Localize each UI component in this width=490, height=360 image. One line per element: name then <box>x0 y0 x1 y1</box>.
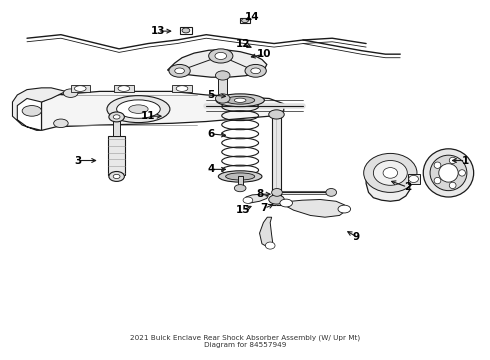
Ellipse shape <box>215 53 226 59</box>
Ellipse shape <box>269 110 284 119</box>
Polygon shape <box>168 50 267 77</box>
Ellipse shape <box>434 162 441 168</box>
Bar <box>180 27 192 33</box>
Ellipse shape <box>175 68 184 74</box>
Ellipse shape <box>245 64 267 77</box>
Bar <box>114 85 134 92</box>
Ellipse shape <box>242 18 248 23</box>
Ellipse shape <box>271 189 282 196</box>
Ellipse shape <box>225 96 255 104</box>
Ellipse shape <box>22 105 42 116</box>
Bar <box>271 113 281 205</box>
Ellipse shape <box>383 168 397 178</box>
Bar <box>219 76 227 99</box>
Polygon shape <box>366 157 410 201</box>
Ellipse shape <box>409 175 418 183</box>
Ellipse shape <box>129 105 148 113</box>
Ellipse shape <box>234 185 246 192</box>
Polygon shape <box>284 199 347 217</box>
Bar <box>238 176 243 187</box>
Ellipse shape <box>74 86 86 91</box>
Ellipse shape <box>176 86 188 91</box>
Ellipse shape <box>118 86 130 91</box>
Text: 2: 2 <box>404 182 411 192</box>
Text: 15: 15 <box>235 205 250 215</box>
Polygon shape <box>12 88 66 130</box>
Ellipse shape <box>53 119 68 127</box>
Ellipse shape <box>117 100 160 118</box>
Ellipse shape <box>269 195 284 204</box>
Ellipse shape <box>459 170 466 176</box>
Text: 11: 11 <box>141 111 155 121</box>
Ellipse shape <box>430 155 467 191</box>
Ellipse shape <box>63 89 78 98</box>
Ellipse shape <box>266 242 275 249</box>
Text: 13: 13 <box>150 26 165 36</box>
Text: 14: 14 <box>245 12 260 22</box>
Ellipse shape <box>280 199 293 207</box>
Ellipse shape <box>439 164 458 182</box>
Polygon shape <box>245 194 268 203</box>
Ellipse shape <box>449 182 456 189</box>
Bar <box>71 85 90 92</box>
Text: 8: 8 <box>256 189 263 199</box>
Ellipse shape <box>113 174 120 179</box>
Ellipse shape <box>251 68 261 74</box>
Ellipse shape <box>326 189 337 196</box>
Text: 7: 7 <box>261 203 268 213</box>
Bar <box>172 85 192 92</box>
Ellipse shape <box>219 171 262 182</box>
Ellipse shape <box>364 153 417 192</box>
Bar <box>240 18 250 23</box>
Text: 4: 4 <box>207 165 215 174</box>
Polygon shape <box>42 91 284 130</box>
Ellipse shape <box>169 64 190 77</box>
Ellipse shape <box>113 115 120 119</box>
Ellipse shape <box>449 157 456 164</box>
Ellipse shape <box>109 112 124 122</box>
Ellipse shape <box>216 71 230 80</box>
Ellipse shape <box>338 205 351 213</box>
Ellipse shape <box>216 94 230 103</box>
Text: 9: 9 <box>353 232 360 242</box>
Text: 10: 10 <box>257 49 271 59</box>
Ellipse shape <box>216 94 265 107</box>
Bar <box>408 174 420 184</box>
Ellipse shape <box>107 96 170 123</box>
Text: 3: 3 <box>74 156 81 166</box>
Ellipse shape <box>423 149 474 197</box>
Text: 5: 5 <box>207 90 215 100</box>
Ellipse shape <box>234 98 246 102</box>
Ellipse shape <box>225 173 255 180</box>
Ellipse shape <box>434 177 441 184</box>
Polygon shape <box>260 217 273 247</box>
Ellipse shape <box>373 161 407 185</box>
Text: 12: 12 <box>235 39 250 49</box>
Text: 2021 Buick Enclave Rear Shock Absorber Assembly (W/ Upr Mt)
Diagram for 84557949: 2021 Buick Enclave Rear Shock Absorber A… <box>130 335 360 348</box>
Ellipse shape <box>182 28 190 33</box>
Bar <box>113 119 120 136</box>
Ellipse shape <box>109 171 124 181</box>
Text: 6: 6 <box>207 129 215 139</box>
Ellipse shape <box>243 197 253 203</box>
Ellipse shape <box>209 49 233 63</box>
Bar <box>108 136 125 175</box>
Text: 1: 1 <box>462 156 469 166</box>
